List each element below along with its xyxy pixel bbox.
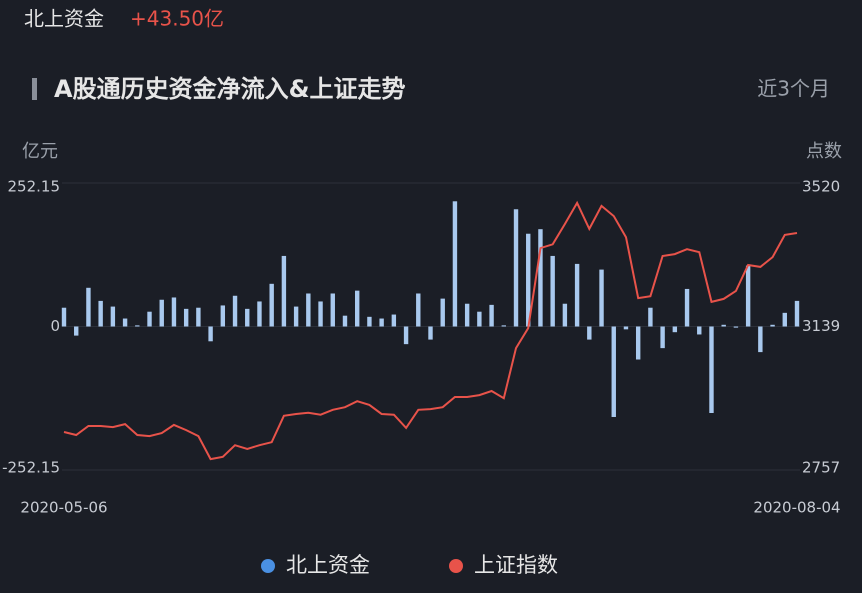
line — [63, 200, 798, 461]
bar — [171, 297, 177, 327]
bar — [342, 315, 348, 327]
bar — [159, 299, 164, 327]
bar — [98, 300, 103, 327]
y-tick-label: 252.15 — [8, 178, 61, 196]
bar — [697, 326, 702, 335]
bar — [355, 290, 360, 327]
bar — [721, 324, 726, 327]
legend-swatch — [261, 559, 275, 573]
bar — [257, 301, 262, 327]
bar — [489, 304, 494, 327]
title-marker — [32, 78, 37, 100]
bar — [306, 293, 311, 327]
bar — [599, 269, 604, 327]
bar — [550, 255, 555, 327]
y2-tick-label: 3139 — [802, 317, 840, 335]
bar — [245, 308, 250, 327]
bar — [367, 316, 372, 327]
bar — [269, 283, 274, 327]
bar — [318, 301, 323, 327]
bar — [196, 307, 201, 327]
bar — [379, 318, 384, 327]
bar — [684, 288, 690, 327]
legend-label: 上证指数 — [474, 553, 558, 577]
bar — [733, 326, 739, 328]
bar — [452, 201, 458, 327]
bar — [538, 229, 543, 327]
bar — [428, 326, 433, 340]
bar — [611, 326, 616, 417]
bar — [513, 209, 519, 327]
bar — [794, 300, 800, 327]
bar — [208, 326, 213, 342]
header-label: 北上资金 — [24, 7, 104, 31]
bar — [782, 312, 787, 327]
bar — [758, 326, 763, 353]
bar — [623, 326, 629, 330]
bar — [403, 326, 409, 345]
bar — [135, 325, 140, 327]
bar — [574, 263, 580, 327]
bar — [587, 326, 592, 340]
bar — [86, 287, 91, 327]
period-selector[interactable]: 近3个月 — [757, 77, 830, 101]
bar — [183, 308, 189, 327]
bar — [440, 298, 445, 327]
y-axis-unit: 亿元 — [22, 141, 58, 162]
legend-label: 北上资金 — [286, 553, 370, 577]
y-tick-label: 0 — [50, 317, 60, 335]
bar — [330, 293, 335, 327]
bar — [477, 311, 482, 327]
bar — [281, 255, 287, 327]
y2-axis-unit: 点数 — [806, 141, 842, 162]
x-tick-label: 2020-08-04 — [753, 499, 840, 517]
bar — [660, 326, 665, 349]
legend-swatch — [449, 559, 463, 573]
bar — [562, 303, 568, 327]
bar — [122, 318, 128, 327]
bar — [635, 326, 641, 360]
y2-tick-label: 2757 — [802, 459, 840, 477]
bar — [464, 303, 470, 327]
bar — [526, 233, 531, 327]
header-value: +43.50亿 — [130, 7, 224, 31]
bar — [416, 293, 421, 327]
chart-title: A股通历史资金净流入&上证走势 — [54, 75, 406, 103]
y-tick-label: -252.15 — [2, 459, 60, 477]
x-tick-label: 2020-05-06 — [20, 499, 107, 517]
bar — [770, 324, 775, 327]
bar — [391, 314, 397, 327]
bar — [147, 311, 152, 327]
bar — [293, 306, 299, 327]
bar — [745, 265, 751, 327]
bar — [232, 295, 238, 327]
bar — [220, 305, 226, 327]
bar — [501, 325, 506, 327]
bar — [61, 307, 67, 327]
y2-tick-label: 3520 — [802, 178, 840, 196]
bar — [74, 326, 79, 336]
bar — [709, 326, 714, 414]
bar — [648, 307, 653, 327]
bar — [110, 306, 116, 327]
bar — [672, 326, 678, 333]
